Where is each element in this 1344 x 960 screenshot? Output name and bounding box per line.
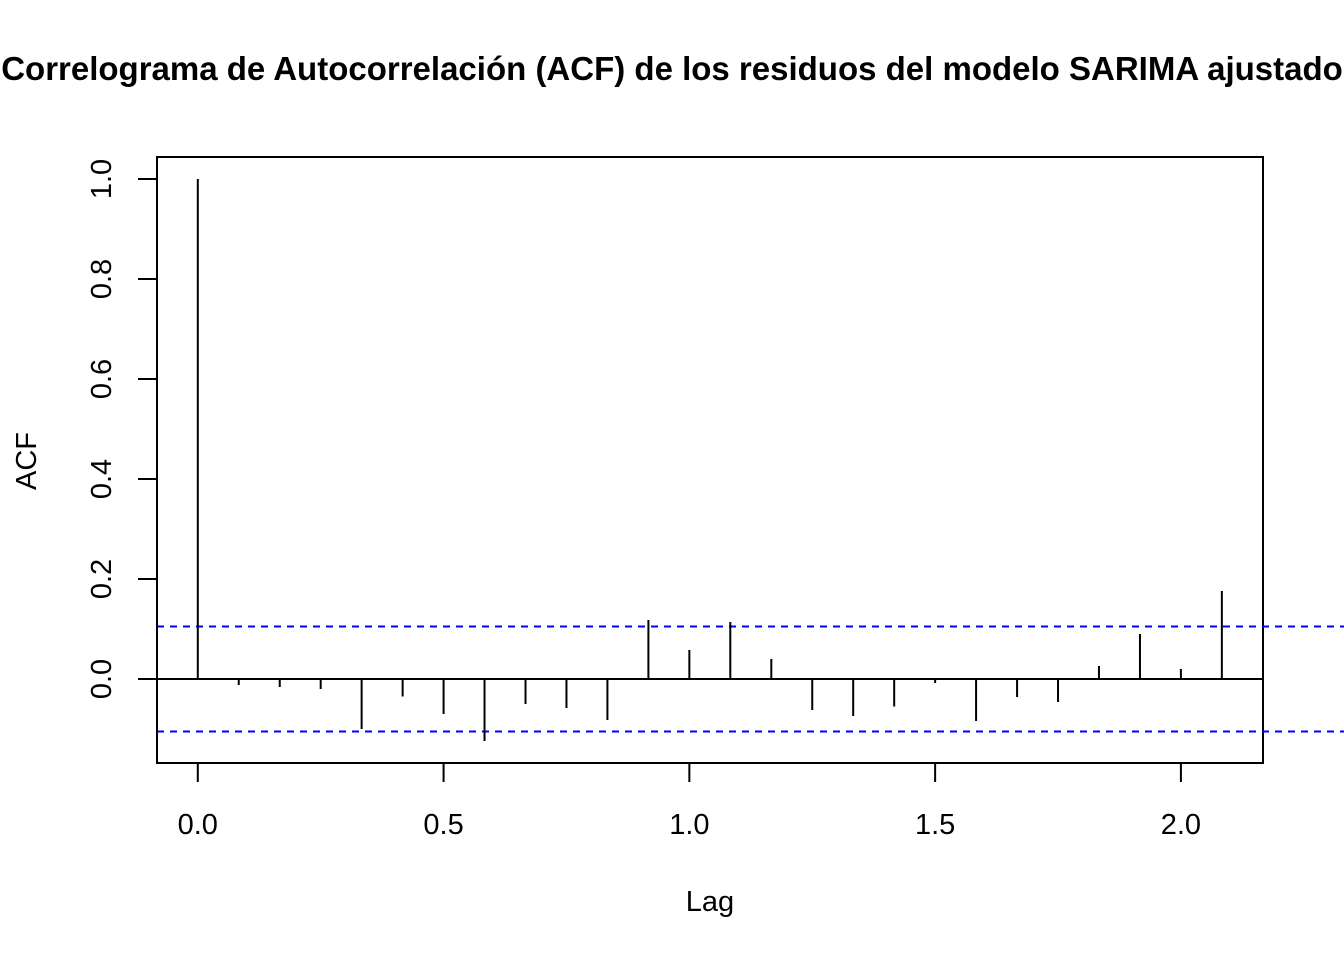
y-tick-label: 0.0 xyxy=(86,659,118,699)
y-axis-label: ACF xyxy=(11,432,43,490)
x-tick-label: 2.0 xyxy=(1161,809,1201,841)
x-axis: 0.0 0.5 1.0 1.5 2.0 xyxy=(178,762,1201,841)
y-tick-label: 0.4 xyxy=(86,459,118,499)
x-axis-label: Lag xyxy=(686,886,734,918)
x-tick-label: 1.5 xyxy=(915,809,955,841)
y-tick-label: 0.8 xyxy=(86,259,118,299)
x-tick-label: 1.0 xyxy=(669,809,709,841)
x-tick-label: 0.0 xyxy=(178,809,218,841)
plot-frame xyxy=(156,156,1264,764)
y-tick-label: 0.2 xyxy=(86,559,118,599)
chart-title: Correlograma de Autocorrelación (ACF) de… xyxy=(1,50,1343,87)
y-tick-label: 1.0 xyxy=(86,159,118,199)
y-axis: 0.0 0.2 0.4 0.6 0.8 1.0 xyxy=(86,159,158,699)
y-tick-label: 0.6 xyxy=(86,359,118,399)
x-tick-label: 0.5 xyxy=(423,809,463,841)
